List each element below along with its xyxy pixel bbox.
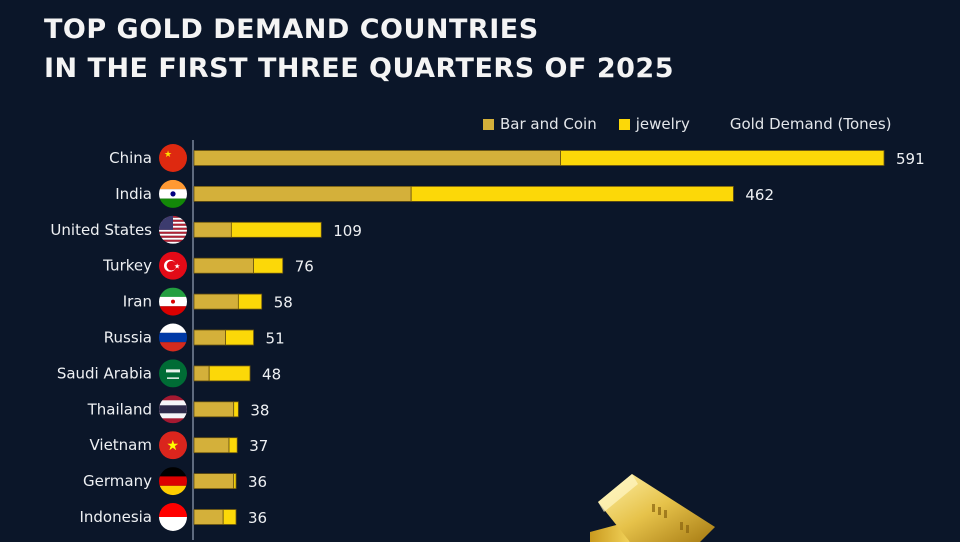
value-label-indonesia: 36 xyxy=(248,509,267,527)
bar-jewelry-germany xyxy=(233,473,237,490)
thailand-flag-icon xyxy=(159,395,187,424)
russia-flag-icon xyxy=(159,323,187,352)
category-label-vietnam: Vietnam xyxy=(89,436,152,454)
bar-bar-and-coin-china xyxy=(193,150,561,166)
bar-jewelry-indonesia xyxy=(222,509,237,525)
legend-label-jewelry: jewelry xyxy=(635,115,690,133)
value-label-saudi-arabia: 48 xyxy=(262,365,281,383)
category-label-india: India xyxy=(115,185,152,203)
chart-title: TOP GOLD DEMAND COUNTRIES IN THE FIRST T… xyxy=(44,10,674,88)
bar-jewelry-india xyxy=(410,185,734,202)
value-label-vietnam: 37 xyxy=(249,437,268,455)
bar-bar-and-coin-saudi-arabia xyxy=(193,365,210,382)
category-label-iran: Iran xyxy=(123,293,152,311)
bar-jewelry-turkey xyxy=(253,257,284,274)
value-label-thailand: 38 xyxy=(250,401,269,419)
bar-row-iran: Iran 58 xyxy=(123,287,293,316)
category-label-china: China xyxy=(109,149,152,167)
value-label-russia: 51 xyxy=(266,330,285,348)
bar-jewelry-vietnam xyxy=(228,437,238,454)
bar-row-united-states: United States 109 xyxy=(50,215,362,244)
bar-row-vietnam: Vietnam ★ 37 xyxy=(89,431,268,460)
title-line-1: TOP GOLD DEMAND COUNTRIES xyxy=(44,14,539,45)
category-label-indonesia: Indonesia xyxy=(79,508,152,526)
legend-label-bar-and-coin: Bar and Coin xyxy=(500,115,597,133)
bar-row-germany: Germany 36 xyxy=(83,467,267,496)
title-line-2: IN THE FIRST THREE QUARTERS OF 2025 xyxy=(44,53,674,84)
value-label-india: 462 xyxy=(745,186,774,204)
germany-flag-icon xyxy=(159,467,187,496)
category-label-germany: Germany xyxy=(83,472,152,490)
china-flag-icon: ★ xyxy=(159,144,187,172)
bar-bar-and-coin-united-states xyxy=(193,221,232,238)
svg-text:★: ★ xyxy=(164,150,172,160)
legend-swatch-bar-and-coin xyxy=(483,118,494,130)
y-axis-line xyxy=(192,140,194,540)
value-label-turkey: 76 xyxy=(295,258,314,276)
bar-jewelry-iran xyxy=(237,293,263,310)
legend-swatch-jewelry xyxy=(618,118,630,130)
bar-row-saudi-arabia: Saudi Arabia 48 xyxy=(57,359,281,388)
bar-jewelry-thailand xyxy=(233,401,239,418)
value-label-united-states: 109 xyxy=(333,222,362,240)
bar-row-india: India 462 xyxy=(115,179,774,208)
iran-flag-icon xyxy=(159,287,187,316)
bar-bar-and-coin-russia xyxy=(193,329,226,346)
bar-row-china: China ★ 591 xyxy=(109,144,925,172)
bar-bar-and-coin-iran xyxy=(193,293,239,310)
category-label-saudi-arabia: Saudi Arabia xyxy=(57,364,152,382)
legend-item-jewelry: jewelry xyxy=(618,115,690,133)
value-label-germany: 36 xyxy=(248,473,267,491)
bar-jewelry-russia xyxy=(225,329,254,346)
bar-bar-and-coin-indonesia xyxy=(193,509,224,525)
bar-jewelry-china xyxy=(560,150,885,166)
gold-bar-illustration xyxy=(590,474,715,542)
category-label-united-states: United States xyxy=(50,221,152,239)
bar-bar-and-coin-thailand xyxy=(193,401,235,418)
bar-bar-and-coin-vietnam xyxy=(193,437,230,454)
us-flag-icon xyxy=(159,215,187,244)
saudi-flag-icon xyxy=(159,359,187,388)
turkey-flag-icon: ★ xyxy=(159,251,187,280)
value-label-iran: 58 xyxy=(274,294,293,312)
bar-bar-and-coin-turkey xyxy=(193,257,254,274)
bar-row-turkey: Turkey ★ 76 xyxy=(102,251,314,280)
legend-item-bar-and-coin: Bar and Coin xyxy=(483,115,597,133)
unit-label: Gold Demand (Tones) xyxy=(729,115,892,133)
svg-text:★: ★ xyxy=(174,263,180,271)
bar-row-thailand: Thailand 38 xyxy=(87,395,269,424)
indonesia-flag-icon xyxy=(159,503,187,531)
vietnam-flag-icon: ★ xyxy=(159,431,187,460)
bar-bar-and-coin-germany xyxy=(193,473,235,490)
bar-row-indonesia: Indonesia 36 xyxy=(79,503,267,531)
category-label-russia: Russia xyxy=(104,329,152,347)
value-label-china: 591 xyxy=(896,150,925,168)
bar-row-russia: Russia 51 xyxy=(104,323,285,352)
bar-jewelry-saudi-arabia xyxy=(208,365,251,382)
svg-text:★: ★ xyxy=(167,438,180,454)
category-label-turkey: Turkey xyxy=(102,257,152,275)
category-label-thailand: Thailand xyxy=(87,400,152,418)
bar-jewelry-united-states xyxy=(230,221,322,238)
legend: Bar and Coin jewelry Gold Demand (Tones) xyxy=(483,115,892,133)
india-flag-icon xyxy=(159,179,187,208)
bar-bar-and-coin-india xyxy=(193,185,412,202)
